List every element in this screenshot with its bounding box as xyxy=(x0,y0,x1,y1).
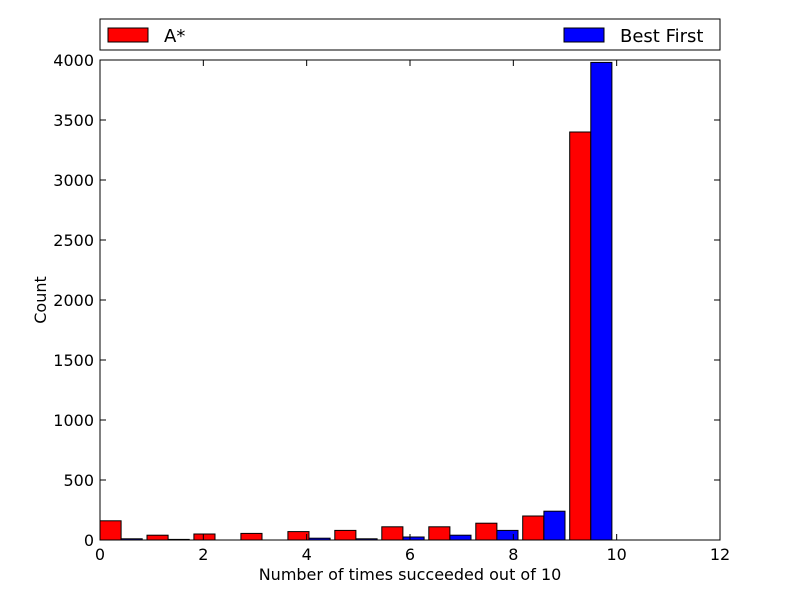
bar-a-star-4 xyxy=(287,531,310,541)
legend-label-a-star: A* xyxy=(164,26,185,47)
y-tick-label: 2500 xyxy=(53,231,94,250)
x-tick-label: 10 xyxy=(606,545,626,564)
y-tick-label: 4000 xyxy=(53,51,94,70)
y-tick-label: 500 xyxy=(63,471,94,490)
x-tick-label: 4 xyxy=(302,545,312,564)
y-tick-label: 3000 xyxy=(53,171,94,190)
bar-a-star-5 xyxy=(334,529,357,541)
plot-frame xyxy=(99,59,721,541)
bar-a-star-8 xyxy=(475,522,498,541)
bar-a-star-10 xyxy=(569,131,592,541)
bar-a-star-9 xyxy=(522,515,545,541)
bar-a-star-3 xyxy=(240,532,263,541)
legend: A* Best First xyxy=(99,18,721,51)
bar-a-star-6 xyxy=(381,526,404,541)
x-tick-label: 12 xyxy=(710,545,730,564)
legend-label-best-first: Best First xyxy=(620,26,703,47)
bar-best-first-10 xyxy=(590,61,613,541)
y-tick-label: 3500 xyxy=(53,111,94,130)
bars-layer xyxy=(99,61,613,541)
bar-best-first-8 xyxy=(496,529,519,541)
x-tick-label: 2 xyxy=(198,545,208,564)
legend-frame xyxy=(99,18,721,51)
bar-a-star-2 xyxy=(193,533,216,541)
bar-best-first-7 xyxy=(449,534,472,541)
y-tick-label: 1000 xyxy=(53,411,94,430)
bar-a-star-7 xyxy=(428,526,451,541)
bar-a-star-0 xyxy=(99,520,122,541)
y-tick-label: 2000 xyxy=(53,291,94,310)
x-tick-label: 6 xyxy=(405,545,415,564)
legend-swatch-a-star xyxy=(107,27,149,43)
x-axis-label: Number of times succeeded out of 10 xyxy=(259,565,562,584)
ticks-layer: 0 2 4 6 8 10 12 0 500 1000 1500 2000 2500 3000 3500 400… xyxy=(53,51,730,564)
y-tick-label: 1500 xyxy=(53,351,94,370)
y-axis-label: Count xyxy=(31,276,50,324)
bar-best-first-9 xyxy=(543,510,566,541)
legend-swatch-best-first xyxy=(563,27,605,43)
bar-a-star-1 xyxy=(146,534,169,541)
x-tick-label: 0 xyxy=(95,545,105,564)
y-tick-label: 0 xyxy=(84,531,94,550)
x-tick-label: 8 xyxy=(508,545,518,564)
